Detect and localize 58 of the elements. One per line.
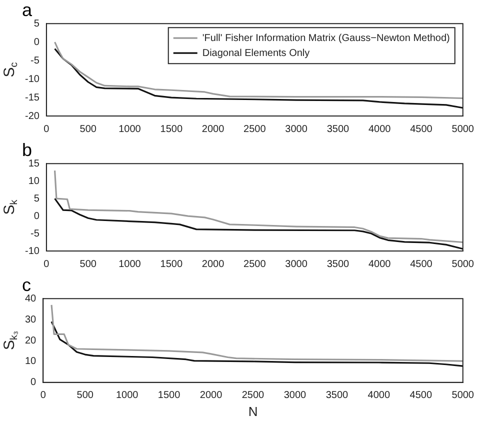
y-tick-label: -10 [25,74,40,85]
x-tick-label: 5000 [452,390,474,402]
y-axis-title: Sk [1,198,20,215]
x-tick-label: 5000 [452,124,474,135]
y-tick-label: 0 [34,36,40,48]
x-tick-label: 4000 [368,124,392,135]
x-tick-label: 0 [44,124,50,135]
y-tick-label: -5 [30,228,40,240]
x-tick-label: 2000 [200,390,223,402]
chart-title: c [22,274,31,295]
legend-label: 'Full' Fisher Information Matrix (Gauss−Newton Method) [202,32,450,44]
y-tick-label: -20 [25,110,40,122]
x-tick-label: 3000 [285,124,308,135]
y-tick-label: -15 [25,92,40,104]
x-tick-label: 2500 [244,258,266,270]
y-axis-title: Sk₃ [1,330,20,350]
x-axis-title: N [248,404,258,419]
x-tick-label: 1000 [116,390,139,402]
y-tick-label: 15 [28,158,40,170]
x-tick-label: 2000 [202,124,225,135]
y-tick-label: 0 [34,210,40,222]
y-tick-label: 5 [34,193,40,204]
x-tick-label: 500 [80,124,97,135]
x-tick-label: 500 [80,258,97,270]
x-tick-label: 5000 [452,258,474,270]
x-tick-label: 1500 [158,390,181,402]
x-tick-label: 4500 [410,258,433,270]
y-tick-label: 20 [25,335,37,346]
legend-label: Diagonal Elements Only [202,48,310,59]
y-tick-label: 40 [25,293,37,304]
x-tick-label: 4500 [410,124,433,135]
x-tick-label: 3500 [326,124,350,135]
chart-title: a [22,0,33,20]
x-tick-label: 4500 [410,390,432,402]
x-tick-label: 4000 [368,258,392,270]
x-tick-label: 3000 [285,258,308,270]
x-tick-label: 1500 [160,258,183,270]
x-tick-label: 3500 [326,390,349,402]
y-axis-title: Sc [1,62,20,78]
y-tick-label: 0 [30,377,37,388]
y-tick-label: 10 [25,356,37,368]
x-tick-label: 3500 [326,258,350,270]
x-tick-label: 4000 [368,390,390,402]
x-tick-label: 3000 [284,390,307,402]
x-tick-label: 0 [44,258,50,270]
y-tick-label: 10 [28,176,40,187]
x-tick-label: 500 [76,390,94,402]
chart-title: b [22,140,32,160]
x-tick-label: 1500 [160,124,183,135]
x-tick-label: 1000 [118,258,142,270]
y-tick-label: -10 [25,246,40,257]
x-tick-label: 2500 [242,390,265,402]
x-tick-label: 2500 [244,124,266,135]
x-tick-label: 1000 [118,124,142,135]
x-tick-label: 2000 [202,258,225,270]
y-tick-label: 30 [25,314,37,326]
y-tick-label: -5 [30,55,40,66]
y-tick-label: 5 [34,18,40,30]
